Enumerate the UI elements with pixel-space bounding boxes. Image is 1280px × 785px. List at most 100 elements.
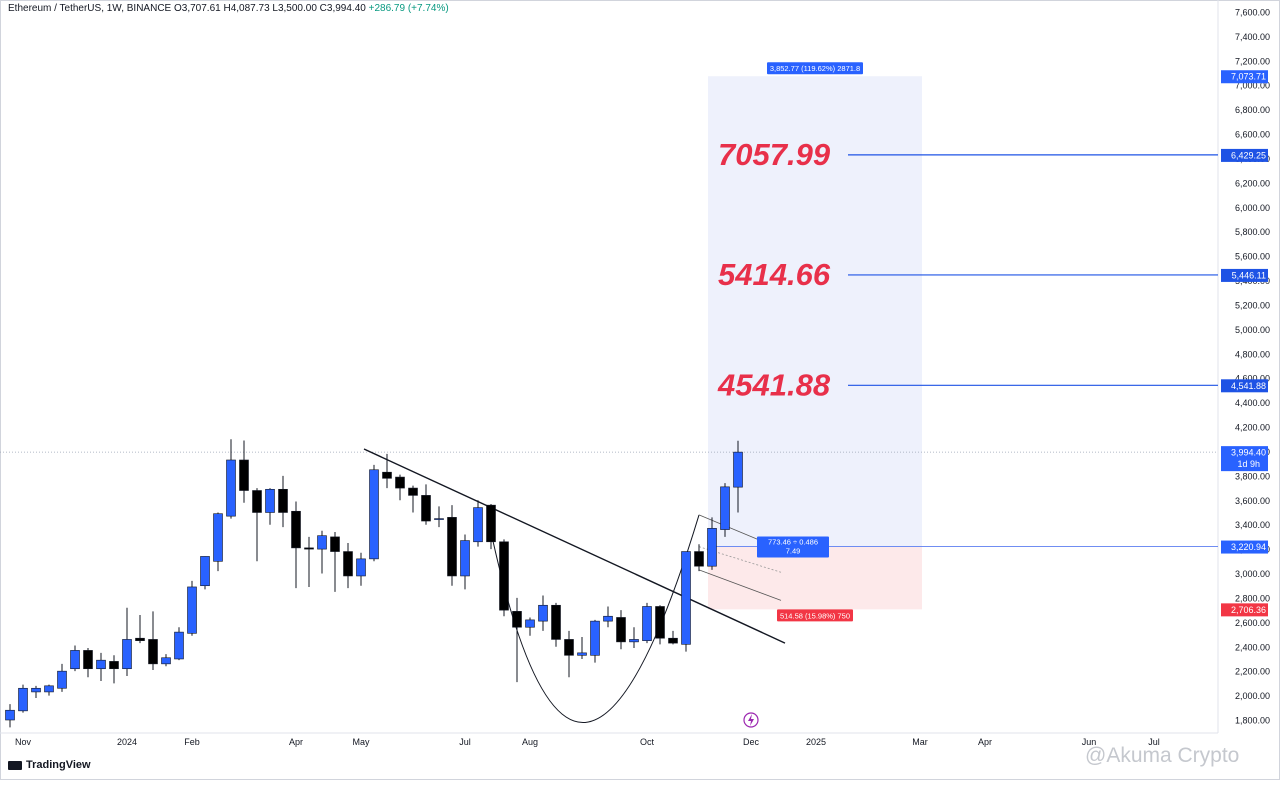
current-price-tag bbox=[1221, 446, 1268, 472]
y-tick-label: 7,000.00 bbox=[1235, 81, 1270, 91]
candle[interactable] bbox=[694, 551, 704, 567]
y-tick-label: 4,600.00 bbox=[1235, 374, 1270, 384]
candle[interactable] bbox=[408, 487, 418, 496]
candle[interactable] bbox=[577, 652, 587, 656]
candle[interactable] bbox=[148, 639, 158, 665]
target-annotation: 7057.99 bbox=[718, 137, 831, 172]
candle[interactable] bbox=[551, 604, 561, 640]
candle[interactable] bbox=[70, 650, 80, 670]
candle[interactable] bbox=[447, 517, 457, 577]
candle[interactable] bbox=[265, 488, 275, 513]
y-tick-label: 1,800.00 bbox=[1235, 716, 1270, 726]
candle[interactable] bbox=[226, 459, 236, 517]
candle[interactable] bbox=[395, 476, 405, 489]
x-tick-label: Nov bbox=[15, 737, 32, 747]
candle[interactable] bbox=[460, 540, 470, 577]
candle[interactable] bbox=[590, 620, 600, 656]
y-tick-label: 4,800.00 bbox=[1235, 349, 1270, 359]
x-tick-label: Apr bbox=[289, 737, 303, 747]
candle[interactable] bbox=[486, 504, 496, 543]
candle[interactable] bbox=[564, 639, 574, 656]
candle[interactable] bbox=[525, 619, 535, 628]
candle[interactable] bbox=[135, 637, 145, 641]
candle[interactable] bbox=[434, 518, 444, 520]
candle[interactable] bbox=[616, 617, 626, 643]
candle[interactable] bbox=[499, 541, 509, 611]
candle[interactable] bbox=[707, 528, 717, 567]
candle[interactable] bbox=[655, 606, 665, 639]
y-tick-label: 6,800.00 bbox=[1235, 105, 1270, 115]
x-tick-label: 2024 bbox=[117, 737, 137, 747]
target-price-label: 5,446.11 bbox=[1232, 270, 1266, 280]
candle[interactable] bbox=[330, 536, 340, 552]
candle[interactable] bbox=[278, 488, 288, 513]
y-tick-label: 2,000.00 bbox=[1235, 691, 1270, 701]
candle[interactable] bbox=[109, 661, 119, 670]
candle[interactable] bbox=[629, 639, 639, 643]
candle[interactable] bbox=[382, 471, 392, 479]
cup-curve[interactable] bbox=[490, 514, 700, 723]
event-lightning-icon[interactable] bbox=[743, 712, 759, 728]
candle[interactable] bbox=[200, 556, 210, 587]
ohlc-values: O3,707.61 H4,087.73 L3,500.00 C3,994.40 bbox=[174, 3, 366, 14]
candle[interactable] bbox=[57, 670, 67, 689]
candle[interactable] bbox=[174, 631, 184, 660]
y-tick-label: 5,000.00 bbox=[1235, 325, 1270, 335]
countdown-label: 1d 9h bbox=[1237, 459, 1260, 469]
y-tick-label: 5,200.00 bbox=[1235, 300, 1270, 310]
y-tick-label: 3,000.00 bbox=[1235, 569, 1270, 579]
ratio-info-text: 773.46 ÷ 0.486 bbox=[768, 538, 818, 547]
candle[interactable] bbox=[473, 507, 483, 543]
candle[interactable] bbox=[291, 510, 301, 549]
candle[interactable] bbox=[681, 551, 691, 645]
watermark-text: @Akuma Crypto bbox=[1085, 744, 1240, 767]
x-tick-label: Feb bbox=[184, 737, 200, 747]
target-axis-label: 7,073.71 bbox=[1231, 72, 1266, 82]
candle[interactable] bbox=[538, 604, 548, 622]
candle[interactable] bbox=[603, 615, 613, 622]
change-value: +286.79 (+7.74%) bbox=[368, 3, 449, 14]
tradingview-icon bbox=[8, 760, 22, 770]
candle[interactable] bbox=[213, 513, 223, 562]
candle[interactable] bbox=[343, 551, 353, 577]
candle[interactable] bbox=[317, 535, 327, 550]
y-tick-label: 6,200.00 bbox=[1235, 178, 1270, 188]
candle[interactable] bbox=[31, 687, 41, 693]
candle[interactable] bbox=[720, 486, 730, 530]
pattern-line[interactable] bbox=[698, 569, 782, 601]
candle[interactable] bbox=[733, 451, 743, 488]
candle[interactable] bbox=[122, 639, 132, 670]
candle[interactable] bbox=[18, 687, 28, 712]
tradingview-logo[interactable]: TradingView bbox=[8, 759, 91, 771]
candle[interactable] bbox=[356, 558, 366, 577]
y-tick-label: 5,800.00 bbox=[1235, 227, 1270, 237]
candle[interactable] bbox=[161, 657, 171, 665]
candle[interactable] bbox=[239, 459, 249, 491]
candle[interactable] bbox=[252, 490, 262, 513]
candle[interactable] bbox=[187, 586, 197, 634]
candle[interactable] bbox=[512, 611, 522, 628]
candle[interactable] bbox=[668, 637, 678, 644]
trendline[interactable] bbox=[363, 448, 786, 644]
x-tick-label: Oct bbox=[640, 737, 655, 747]
candle[interactable] bbox=[83, 650, 93, 670]
candle[interactable] bbox=[304, 547, 314, 550]
y-tick-label: 6,600.00 bbox=[1235, 130, 1270, 140]
profit-info-text: 3,852.77 (119.62%) 2871.8 bbox=[770, 64, 860, 73]
target-price-tag bbox=[1221, 148, 1268, 162]
ratio-info-box bbox=[757, 536, 829, 558]
y-tick-label: 4,400.00 bbox=[1235, 398, 1270, 408]
target-price-label: 6,429.25 bbox=[1231, 150, 1266, 160]
candle[interactable] bbox=[44, 685, 54, 693]
lightning-icon bbox=[748, 714, 754, 726]
candle[interactable] bbox=[5, 709, 15, 721]
stop-axis-label: 2,706.36 bbox=[1231, 605, 1266, 615]
candle[interactable] bbox=[421, 495, 431, 522]
y-tick-label: 3,600.00 bbox=[1235, 496, 1270, 506]
candle[interactable] bbox=[369, 469, 379, 560]
candle[interactable] bbox=[642, 606, 652, 641]
y-tick-label: 7,200.00 bbox=[1235, 56, 1270, 66]
candle[interactable] bbox=[96, 659, 106, 670]
